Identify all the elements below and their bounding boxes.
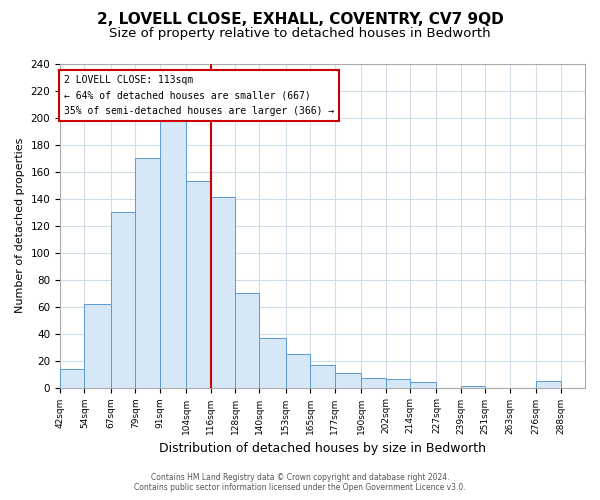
Bar [335,372,361,388]
Text: 2, LOVELL CLOSE, EXHALL, COVENTRY, CV7 9QD: 2, LOVELL CLOSE, EXHALL, COVENTRY, CV7 9… [97,12,503,28]
Bar [235,293,259,388]
Bar [259,338,286,388]
Bar [136,158,160,388]
Bar [186,182,211,388]
Bar [60,368,85,388]
Text: Contains HM Land Registry data © Crown copyright and database right 2024.
Contai: Contains HM Land Registry data © Crown c… [134,473,466,492]
Bar [386,380,410,388]
Bar [160,118,186,388]
Bar [286,354,310,388]
Text: Size of property relative to detached houses in Bedworth: Size of property relative to detached ho… [109,28,491,40]
Bar [361,378,386,388]
Bar [310,364,335,388]
Bar [536,381,560,388]
Bar [85,304,111,388]
Bar [410,382,436,388]
Bar [211,198,235,388]
Bar [111,212,136,388]
X-axis label: Distribution of detached houses by size in Bedworth: Distribution of detached houses by size … [159,442,486,455]
Text: 2 LOVELL CLOSE: 113sqm
← 64% of detached houses are smaller (667)
35% of semi-de: 2 LOVELL CLOSE: 113sqm ← 64% of detached… [64,75,334,116]
Bar [461,386,485,388]
Y-axis label: Number of detached properties: Number of detached properties [15,138,25,314]
